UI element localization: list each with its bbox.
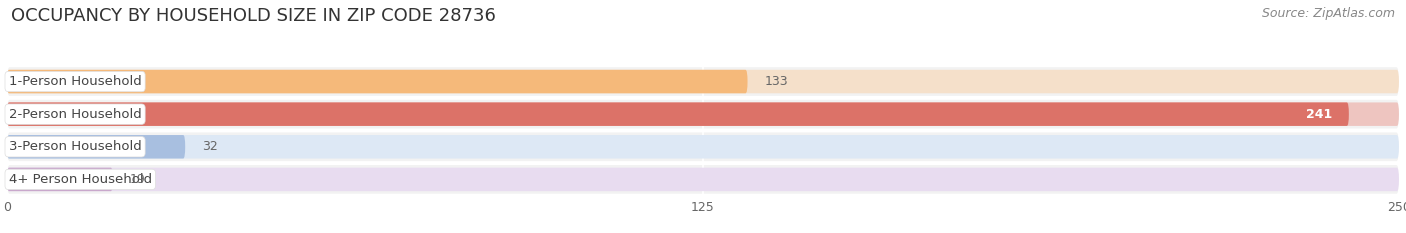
Text: 4+ Person Household: 4+ Person Household [8,173,152,186]
Text: 32: 32 [202,140,218,153]
FancyBboxPatch shape [7,132,1399,161]
Text: 1-Person Household: 1-Person Household [8,75,142,88]
FancyBboxPatch shape [7,135,186,158]
Text: 19: 19 [129,173,145,186]
Text: 3-Person Household: 3-Person Household [8,140,142,153]
FancyBboxPatch shape [7,67,1399,96]
FancyBboxPatch shape [7,70,748,93]
Text: 2-Person Household: 2-Person Household [8,108,142,121]
FancyBboxPatch shape [7,135,1399,158]
FancyBboxPatch shape [7,103,1399,126]
FancyBboxPatch shape [7,165,1399,194]
Text: 241: 241 [1306,108,1331,121]
Text: OCCUPANCY BY HOUSEHOLD SIZE IN ZIP CODE 28736: OCCUPANCY BY HOUSEHOLD SIZE IN ZIP CODE … [11,7,496,25]
FancyBboxPatch shape [7,168,1399,191]
Text: Source: ZipAtlas.com: Source: ZipAtlas.com [1261,7,1395,20]
FancyBboxPatch shape [7,70,1399,93]
FancyBboxPatch shape [7,168,112,191]
FancyBboxPatch shape [7,103,1348,126]
FancyBboxPatch shape [7,100,1399,129]
Text: 133: 133 [765,75,787,88]
